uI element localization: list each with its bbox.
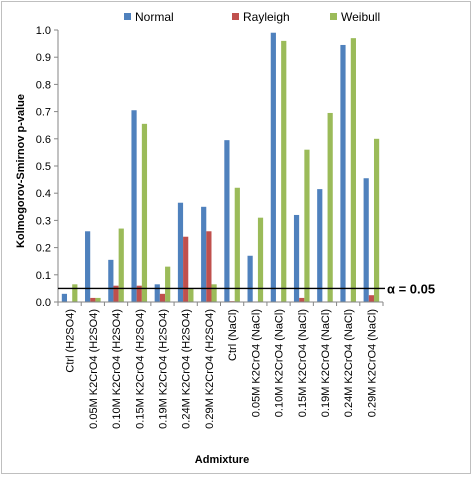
x-tick-label: 0.10M K2CrO4 (NaCl) [274,309,286,417]
bar-weibull [257,217,264,302]
bar-weibull [141,123,148,302]
legend-label-rayleigh: Rayleigh [243,10,290,24]
x-tick-label: Ctrl (H2SO4) [65,309,77,373]
y-tick-label: 0.3 [36,215,51,227]
bar-weibull [350,38,356,302]
bar-rayleigh [159,293,166,302]
bar-weibull [72,284,78,302]
x-tick-label: 0.24M K2CrO4 (H2SO4) [181,309,193,429]
y-tick-label: 0.8 [36,79,51,91]
bar-normal [177,202,184,302]
y-tick-label: 0.6 [36,134,51,146]
bar-normal [340,44,346,303]
bar-weibull [327,112,333,303]
bar-normal [61,293,68,302]
x-tick-label: 0.19M K2CrO4 (H2SO4) [157,309,169,429]
y-tick-label: 0.9 [36,52,51,64]
bar-normal [247,255,253,302]
bar-rayleigh [90,297,96,302]
x-tick-label: Ctrl (NaCl) [227,309,239,361]
bar-rayleigh [183,236,189,302]
bar-normal [85,231,91,302]
threshold-line-group: α = 0.05 [58,281,435,296]
y-tick-label: 1.0 [36,25,51,37]
bar-weibull [118,228,124,302]
bar-rayleigh [368,295,374,302]
bar-rayleigh [206,231,212,302]
x-tick-label: 0.29M K2CrO4 (NaCl) [366,309,378,417]
legend-swatch-rayleigh [232,13,239,20]
y-tick-label: 0.1 [36,270,51,282]
legend-swatch-normal [124,13,131,20]
y-axis-title: Kolmogorov-Smirnov p-value [15,94,27,248]
y-tick-label: 0.7 [36,107,51,119]
bar-normal [201,206,207,302]
x-tick-label: 0.10M K2CrO4 (H2SO4) [111,309,123,429]
bar-normal [270,32,276,302]
bars [61,32,380,303]
y-tick-label: 0.4 [36,188,51,200]
bar-normal [108,259,114,302]
bar-normal [154,284,160,302]
bar-rayleigh [136,285,142,302]
bar-weibull [281,40,287,302]
threshold-label: α = 0.05 [387,281,435,296]
bar-rayleigh [113,285,119,302]
legend-swatch-weibull [330,13,337,20]
bar-weibull [95,297,101,302]
bar-normal [363,178,369,302]
x-tick-label: 0.29M K2CrO4 (H2SO4) [204,309,216,429]
legend-label-normal: Normal [135,10,174,24]
bar-weibull [234,187,240,302]
bar-normal [131,110,137,303]
bar-weibull [304,149,310,302]
y-tick-label: 0.5 [36,161,51,173]
x-tick-label: 0.24M K2CrO4 (NaCl) [343,309,355,417]
bar-normal [224,140,230,302]
x-tick-label: 0.15M K2CrO4 (H2SO4) [134,309,146,429]
x-tick-label: 0.19M K2CrO4 (NaCl) [320,309,332,417]
bar-rayleigh [299,297,305,302]
y-tick-label: 0.2 [36,243,51,255]
x-axis-title: Admixture [195,454,249,466]
x-tick-label: 0.15M K2CrO4 (NaCl) [297,309,309,417]
bar-weibull [373,138,380,302]
legend-label-weibull: Weibull [341,10,380,24]
y-tick-label: 0.0 [36,297,51,309]
bar-weibull [165,266,171,302]
bar-weibull [188,288,194,302]
x-tick-label: 0.05M K2CrO4 (H2SO4) [88,309,100,429]
x-axis: Ctrl (H2SO4) 0.05M K2CrO4 (H2SO4) 0.10M K2… [57,301,384,429]
bar-weibull [211,284,217,302]
bar-normal [293,214,300,302]
legend: Normal Rayleigh Weibull [124,10,380,24]
y-axis: 0.0 0.1 0.2 0.3 0.4 0.5 0.6 0.7 0.8 0.9 1.0 [36,25,59,309]
x-tick-label: 0.05M K2CrO4 (NaCl) [250,309,262,417]
bar-normal [317,189,323,302]
